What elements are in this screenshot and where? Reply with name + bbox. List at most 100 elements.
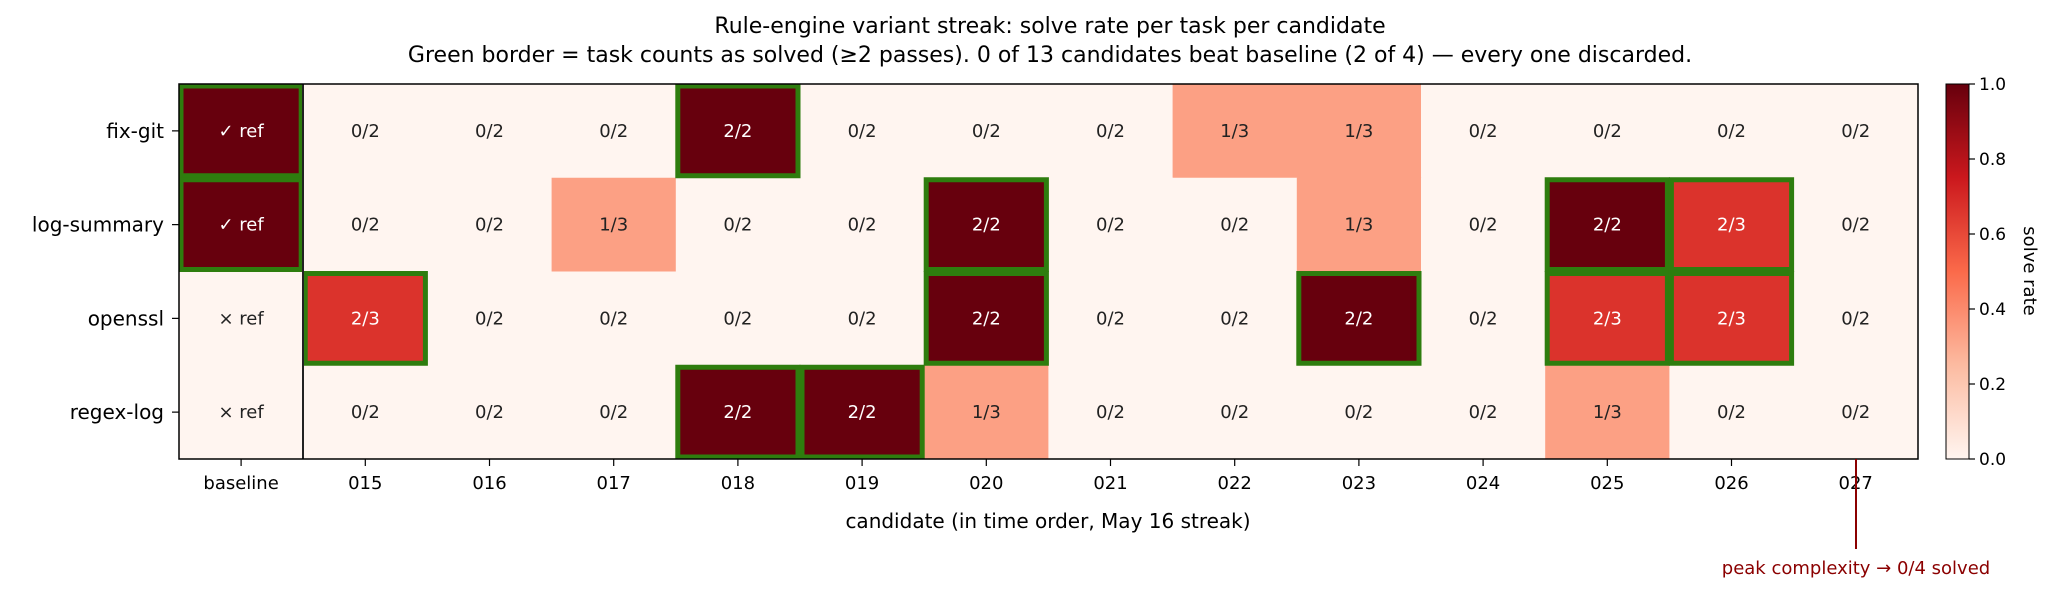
row-label: fix-git <box>106 119 164 143</box>
heatmap-cell <box>1545 177 1670 272</box>
heatmap-cell <box>1545 271 1670 366</box>
heatmap-cell <box>1793 84 1919 179</box>
heatmap-cell <box>1296 84 1422 179</box>
heatmap-cell <box>179 271 304 366</box>
cell-label: 2/3 <box>1717 215 1746 236</box>
cell-label: 0/2 <box>1220 308 1249 329</box>
cell-label: 0/2 <box>1220 402 1249 423</box>
column-label: 017 <box>597 473 631 494</box>
x-axis-label: candidate (in time order, May 16 streak) <box>845 509 1250 533</box>
heatmap-cell <box>1048 177 1174 272</box>
heatmap-cell <box>800 84 925 179</box>
cell-label: 2/2 <box>723 402 752 423</box>
colorbar-ticks: 0.0 0.2 0.4 0.6 0.8 1.0 <box>1969 75 2006 470</box>
solved-border <box>1668 271 1795 366</box>
solved-border <box>923 177 1049 272</box>
column-label: 018 <box>721 473 755 494</box>
cell-label: 2/3 <box>1593 308 1622 329</box>
colorbar-tick-label: 0.8 <box>1979 150 2006 170</box>
cell-label: 0/2 <box>1096 402 1125 423</box>
cell-label: 0/2 <box>1469 215 1498 236</box>
column-label: 026 <box>1714 473 1748 494</box>
column-label: 016 <box>472 473 506 494</box>
heatmap-cell <box>1421 84 1546 179</box>
cell-label: 2/2 <box>972 308 1001 329</box>
heatmap-cell <box>427 365 553 460</box>
solved-border <box>1668 177 1795 272</box>
cell-label: 1/3 <box>1344 121 1373 142</box>
cell-label: 0/2 <box>1841 402 1870 423</box>
cell-label: 1/3 <box>972 402 1001 423</box>
solved-border <box>1544 271 1670 366</box>
solved-border <box>799 364 925 460</box>
heatmap-cell <box>924 177 1049 272</box>
cell-label: 2/2 <box>1593 215 1622 236</box>
cell-label: 0/2 <box>475 215 504 236</box>
cell-label: 0/2 <box>1096 121 1125 142</box>
cell-label: 0/2 <box>351 121 380 142</box>
cell-label: 0/2 <box>351 215 380 236</box>
heatmap-cell <box>303 365 428 460</box>
cell-label: 0/2 <box>475 308 504 329</box>
heatmap-cell <box>1296 365 1422 460</box>
heatmap-cell <box>675 84 801 179</box>
cell-label: 0/2 <box>723 308 752 329</box>
heatmap-cell <box>924 365 1049 460</box>
cell-label: 0/2 <box>351 402 380 423</box>
heatmap-cell <box>1048 271 1174 366</box>
cell-label: 0/2 <box>1096 215 1125 236</box>
cell-label: 0/2 <box>1841 215 1870 236</box>
heatmap-cell <box>179 177 304 272</box>
heatmap-cell <box>1669 271 1795 366</box>
column-label: 025 <box>1590 473 1624 494</box>
heatmap-cells: ✓ ref 0/2 0/2 0/2 2/2 0/2 0/2 0/2 1/3 1/3 0/2 0/2 0/… <box>179 84 1919 460</box>
heatmap-cell <box>303 271 428 366</box>
cell-label: 1/3 <box>599 215 628 236</box>
cell-label: 0/2 <box>848 308 877 329</box>
heatmap-cell <box>675 365 801 460</box>
heatmap-cell <box>1421 365 1546 460</box>
row-label: regex-log <box>70 400 164 424</box>
row-label: openssl <box>88 306 164 330</box>
heatmap-cell <box>924 84 1049 179</box>
heatmap-cell <box>800 177 925 272</box>
cell-label: 0/2 <box>475 402 504 423</box>
colorbar-tick-label: 0.2 <box>1979 375 2006 395</box>
heatmap-cell <box>1669 84 1795 179</box>
heatmap-cell <box>427 177 553 272</box>
cell-label: 0/2 <box>1220 215 1249 236</box>
cell-label: 0/2 <box>848 215 877 236</box>
solved-borders <box>178 83 1795 460</box>
heatmap-cell <box>427 84 553 179</box>
column-label: baseline <box>203 473 278 494</box>
cell-label: 0/2 <box>1469 121 1498 142</box>
heatmap-cell <box>1793 365 1919 460</box>
heatmap-cell <box>427 271 553 366</box>
heatmap-cell <box>1793 177 1919 272</box>
cell-label: 1/3 <box>1593 402 1622 423</box>
cell-label: ✓ ref <box>218 215 264 236</box>
cell-label: 2/2 <box>1344 308 1373 329</box>
column-label: 015 <box>348 473 382 494</box>
colorbar-label: solve rate <box>2019 226 2040 315</box>
annotation-text: peak complexity → 0/4 solved <box>1722 558 1990 579</box>
column-label: 022 <box>1218 473 1252 494</box>
heatmap-cell <box>551 271 677 366</box>
heatmap-cell <box>1545 84 1670 179</box>
colorbar-tick-label: 0.4 <box>1979 300 2006 320</box>
cell-label: 0/2 <box>1469 402 1498 423</box>
heatmap-cell <box>303 177 428 272</box>
heatmap-cell <box>551 84 677 179</box>
heatmap-cell <box>1048 365 1174 460</box>
cell-label: 0/2 <box>1841 308 1870 329</box>
column-label: 021 <box>1093 473 1127 494</box>
heatmap-cell <box>675 177 801 272</box>
heatmap-cell <box>1793 271 1919 366</box>
solved-border <box>923 271 1049 366</box>
cell-label: 0/2 <box>1841 121 1870 142</box>
cell-label: 0/2 <box>848 121 877 142</box>
heatmap-cell <box>1421 177 1546 272</box>
heatmap-cell <box>675 271 801 366</box>
heatmap-cell <box>1421 271 1546 366</box>
